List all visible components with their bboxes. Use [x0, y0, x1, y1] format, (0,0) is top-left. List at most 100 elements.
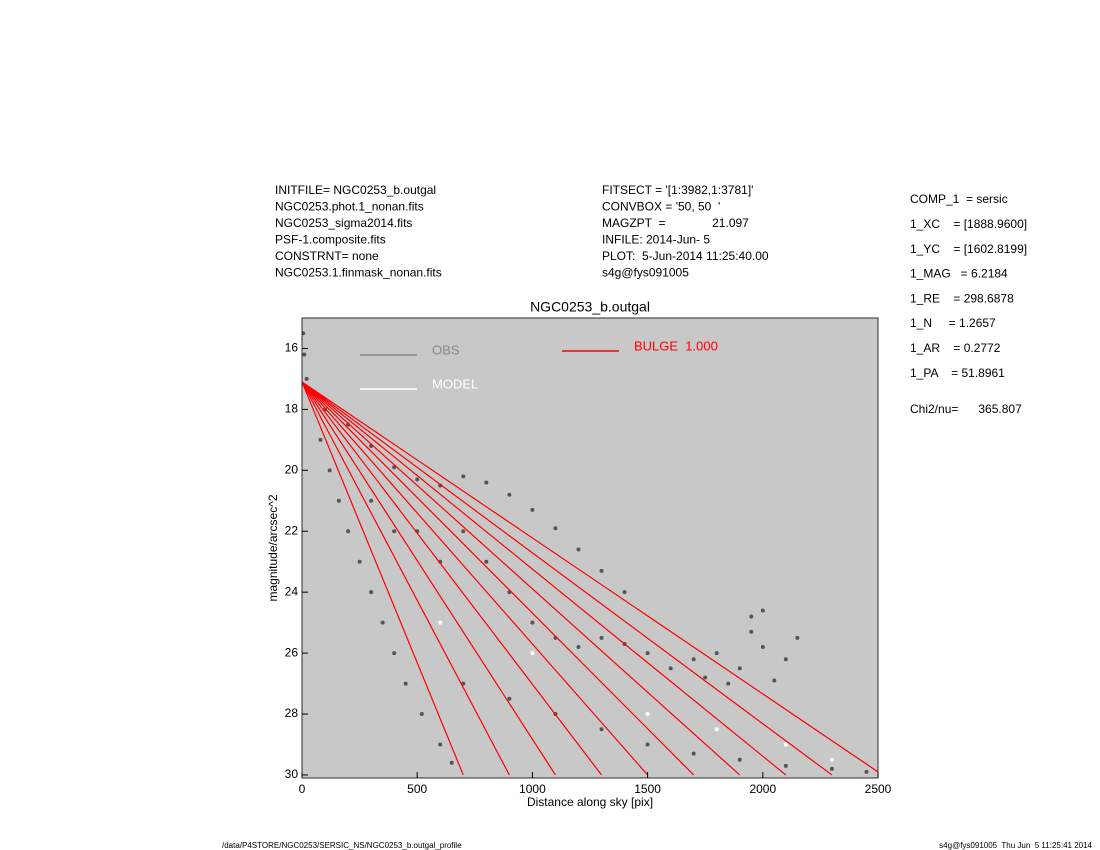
data-point [599, 727, 604, 732]
data-point [783, 763, 788, 768]
x-tick-label: 1000 [519, 782, 546, 796]
data-point [829, 757, 834, 762]
data-point [576, 645, 581, 650]
data-point [392, 651, 397, 656]
info-right: 1_N = 1.2657 [910, 316, 996, 330]
data-point [484, 559, 489, 564]
data-point [668, 666, 673, 671]
info-middle: PLOT: 5-Jun-2014 11:25:40.00 [602, 249, 769, 263]
y-tick-label: 26 [285, 645, 299, 659]
y-tick-label: 30 [285, 767, 299, 781]
data-point [760, 608, 765, 613]
data-point [703, 675, 708, 680]
legend-label: MODEL [432, 376, 478, 391]
data-point [691, 751, 696, 756]
data-point [392, 529, 397, 534]
data-point [438, 742, 443, 747]
info-middle: INFILE: 2014-Jun- 5 [602, 233, 710, 247]
data-point [829, 766, 834, 771]
footer-left: /data/P4STORE/NGC0253/SERSIC_NS/NGC0253_… [222, 841, 462, 850]
data-point [336, 498, 341, 503]
data-point [507, 492, 512, 497]
data-point [461, 529, 466, 534]
info-right: 1_XC = [1888.9600] [910, 217, 1027, 231]
data-point [415, 477, 420, 482]
data-point [419, 712, 424, 717]
info-right: 1_MAG = 6.2184 [910, 267, 1008, 281]
data-point [645, 742, 650, 747]
y-tick-label: 28 [285, 706, 299, 720]
data-point [599, 635, 604, 640]
info-left: NGC0253.phot.1_nonan.fits [275, 200, 424, 214]
chart-title: NGC0253_b.outgal [530, 299, 650, 315]
data-point [380, 620, 385, 625]
data-point [714, 727, 719, 732]
data-point [783, 742, 788, 747]
info-left: NGC0253.1.finmask_nonan.fits [275, 266, 442, 280]
plot-frame [301, 317, 879, 779]
data-point [327, 468, 332, 473]
data-point [357, 559, 362, 564]
data-point [484, 480, 489, 485]
data-point [304, 376, 309, 381]
info-left: INITFILE= NGC0253_b.outgal [275, 183, 436, 197]
data-point [772, 678, 777, 683]
model-line [302, 381, 878, 776]
data-point [530, 651, 535, 656]
data-point [645, 651, 650, 656]
y-axis-label: magnitude/arcsec^2 [266, 494, 280, 601]
data-point [622, 590, 627, 595]
info-right: 1_PA = 51.8961 [910, 366, 1005, 380]
data-point [691, 657, 696, 662]
info-middle: MAGZPT = 21.097 [602, 216, 749, 230]
x-axis-label: Distance along sky [pix] [527, 795, 653, 809]
data-point [783, 657, 788, 662]
data-point [507, 696, 512, 701]
data-point [302, 331, 306, 336]
info-right: 1_AR = 0.2772 [910, 341, 1001, 355]
data-point [714, 651, 719, 656]
footer-right: s4g@fys091005 Thu Jun 5 11:25:41 2014 [939, 841, 1092, 850]
data-point [864, 769, 869, 774]
legend-label: BULGE 1.000 [634, 338, 718, 353]
data-point [346, 529, 351, 534]
plot-area [302, 318, 878, 778]
y-tick-label: 18 [285, 402, 299, 416]
x-tick-label: 2000 [749, 782, 776, 796]
chi2: Chi2/nu= 365.807 [910, 402, 1022, 416]
info-left: NGC0253_sigma2014.fits [275, 216, 412, 230]
data-point [726, 681, 731, 686]
data-point [461, 474, 466, 479]
data-point [749, 629, 754, 634]
info-right: 1_RE = 298.6878 [910, 291, 1014, 305]
x-tick-label: 500 [407, 782, 427, 796]
info-left: CONSTRNT= none [275, 249, 379, 263]
data-point [737, 666, 742, 671]
info-right: COMP_1 = sersic [910, 192, 1008, 206]
data-point [369, 590, 374, 595]
info-left: PSF-1.composite.fits [275, 233, 386, 247]
plot-layer [302, 331, 878, 776]
data-point [449, 760, 454, 765]
info-middle: s4g@fys091005 [602, 266, 689, 280]
y-tick-label: 20 [285, 462, 299, 476]
y-tick-label: 22 [285, 523, 299, 537]
data-point [553, 526, 558, 531]
data-point [318, 437, 323, 442]
x-tick-label: 2500 [865, 782, 892, 796]
data-point [369, 498, 374, 503]
data-point [438, 620, 443, 625]
data-point [530, 620, 535, 625]
data-point [645, 712, 650, 717]
info-right: 1_YC = [1602.8199] [910, 242, 1027, 256]
data-point [530, 507, 535, 512]
data-point [599, 568, 604, 573]
data-point [795, 635, 800, 640]
info-middle: FITSECT = '[1:3982,1:3781]' [602, 183, 753, 197]
data-point [749, 614, 754, 619]
data-point [576, 547, 581, 552]
data-point [302, 352, 307, 357]
data-point [403, 681, 408, 686]
x-tick-label: 1500 [634, 782, 661, 796]
info-middle: CONVBOX = '50, 50 ' [602, 200, 720, 214]
